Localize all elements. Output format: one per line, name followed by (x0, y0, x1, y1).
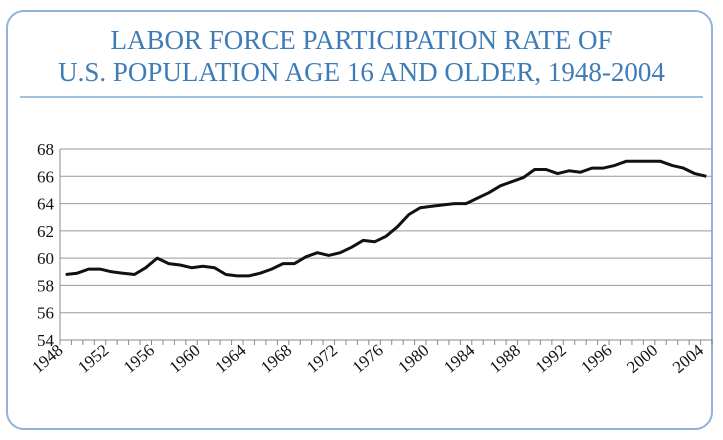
line (65, 159, 707, 278)
x-tick-label: 1968 (257, 341, 295, 377)
y-tick-label: 54 (37, 331, 55, 350)
x-tick-label: 1988 (486, 341, 524, 377)
title-line: LABOR FORCE PARTICIPATION RATE OF (110, 25, 613, 55)
x-tick-label: 1948 (28, 341, 66, 377)
x-tick-label: 1992 (532, 341, 570, 377)
x-tick-label: 2004 (669, 340, 708, 377)
y-tick-label: 66 (37, 167, 54, 186)
x-tick-label: 1956 (120, 341, 158, 377)
y-tick-label: 68 (37, 140, 54, 159)
x-tick-label: 1964 (211, 340, 250, 377)
x-tick-label: 1980 (394, 341, 432, 377)
x-tick-label: 1996 (577, 341, 615, 377)
y-tick-label: 58 (37, 276, 54, 295)
y-tick-label: 56 (37, 304, 54, 323)
x-tick-label: 2000 (623, 341, 661, 377)
x-tick-label: 1960 (166, 341, 204, 377)
chart-title: LABOR FORCE PARTICIPATION RATE OF U.S. P… (0, 24, 723, 88)
title-rule (20, 96, 703, 98)
panel (6, 10, 713, 430)
title-line: U.S. POPULATION AGE 16 AND OLDER, 1948-2… (58, 57, 665, 87)
x-tick-label: 1984 (440, 340, 479, 377)
x-tick-label: 1972 (303, 341, 341, 377)
y-tick-label: 62 (37, 222, 54, 241)
x-tick-label: 1952 (74, 341, 112, 377)
y-tick-label: 60 (37, 249, 54, 268)
y-tick-label: 64 (37, 195, 55, 214)
x-tick-label: 1976 (349, 341, 387, 377)
